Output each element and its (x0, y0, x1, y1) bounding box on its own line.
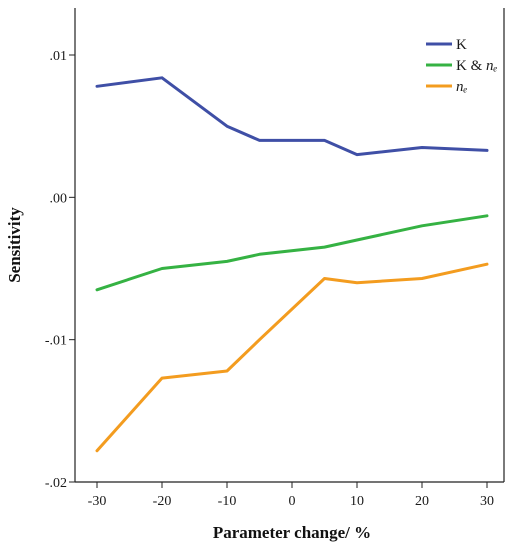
series-layer (95, 76, 489, 453)
y-tick-label: -.02 (45, 476, 67, 491)
axes (74, 8, 505, 483)
x-tick-label: 20 (415, 494, 429, 509)
x-axis-title: Parameter change/ % (213, 523, 371, 542)
x-tick-label: 30 (480, 494, 494, 509)
y-tick-label: .00 (50, 191, 68, 206)
series-line-2 (95, 214, 489, 292)
y-tick-label: -.01 (45, 334, 67, 349)
x-tick-label: 10 (350, 494, 364, 509)
x-tick-label: -20 (153, 494, 172, 509)
x-axis-ticks: -30 -20 -10 0 10 20 30 (88, 482, 494, 509)
x-tick-label: -10 (218, 494, 237, 509)
x-tick-label: 0 (289, 494, 296, 509)
y-tick-label: .01 (50, 49, 68, 64)
series-line-1 (95, 76, 489, 157)
legend-label-1: K (456, 37, 467, 53)
y-axis-title: Sensitivity (5, 207, 24, 283)
y-axis-ticks: -.02 -.01 .00 .01 (45, 49, 75, 491)
x-tick-label: -30 (88, 494, 107, 509)
legend-label-3: nₑ (456, 79, 468, 95)
series-line-3 (95, 262, 489, 453)
legend: K K & nₑ nₑ (426, 37, 498, 95)
legend-label-2: K & nₑ (456, 58, 498, 74)
